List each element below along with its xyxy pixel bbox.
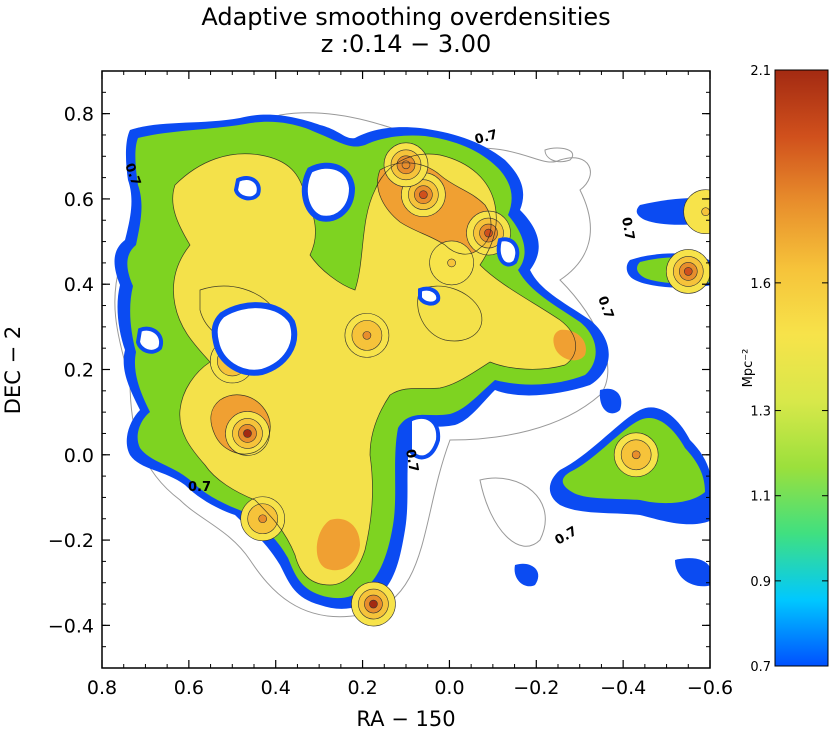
x-tick-label: 0.6 <box>174 677 204 699</box>
density-peak <box>351 581 396 627</box>
y-axis-label: DEC − 2 <box>1 326 25 414</box>
density-peak <box>344 313 390 358</box>
y-tick-label: −0.2 <box>48 530 94 552</box>
blue-contour-east-4 <box>599 388 622 414</box>
x-tick-label: 0.0 <box>434 677 464 699</box>
density-field <box>114 112 710 627</box>
y-axis-ticks: −0.4 −0.2 0.0 0.2 0.4 0.6 0.8 <box>48 70 710 669</box>
colorbar-tick-label: 2.1 <box>750 64 771 79</box>
chart-subtitle: z :0.14 − 3.00 <box>321 30 492 58</box>
density-peak <box>240 496 285 542</box>
colorbar-tick-label: 1.6 <box>750 277 771 292</box>
colorbar-ticks: 0.7 0.9 1.1 1.3 1.6 2.1 <box>750 64 828 675</box>
density-peak <box>683 189 710 235</box>
blue-contour-east-6 <box>675 558 710 587</box>
colorbar-tick-label: 1.3 <box>750 405 771 420</box>
x-tick-label: 0.8 <box>87 677 117 699</box>
x-axis-ticks: 0.8 0.6 0.4 0.2 0.0 −0.2 −0.4 −0.6 <box>87 71 733 699</box>
x-tick-label: −0.2 <box>513 677 559 699</box>
x-axis-label: RA − 150 <box>356 707 455 731</box>
void-regions <box>135 162 520 460</box>
contour-label: 0.7 <box>473 127 499 147</box>
y-tick-label: 0.8 <box>64 104 94 126</box>
colorbar-tick-label: 0.9 <box>750 575 771 590</box>
density-peak <box>429 240 474 286</box>
x-tick-label: −0.6 <box>687 677 733 699</box>
density-peak <box>225 411 270 456</box>
contour-label: 0.7 <box>121 161 143 188</box>
yellow-contour-layer <box>172 153 576 585</box>
x-tick-label: −0.4 <box>600 677 646 699</box>
colorbar-tick-label: 1.1 <box>750 490 771 505</box>
contour-label: 0.7 <box>618 216 637 241</box>
colorbar-tick-label: 0.7 <box>750 660 771 675</box>
blue-contour-east-5 <box>514 563 539 587</box>
y-tick-label: −0.4 <box>48 615 94 637</box>
contour-label: 0.7 <box>402 448 421 473</box>
x-tick-label: 0.4 <box>261 677 291 699</box>
chart-title: Adaptive smoothing overdensities <box>201 3 610 31</box>
contour-label: 0.7 <box>594 294 616 321</box>
density-peak <box>613 432 659 478</box>
y-tick-label: 0.0 <box>64 445 94 467</box>
y-tick-label: 0.2 <box>64 360 94 382</box>
x-tick-label: 0.2 <box>347 677 377 699</box>
y-tick-label: 0.6 <box>64 189 94 211</box>
contour-label: 0.7 <box>188 480 211 495</box>
colorbar-label: Mpc⁻² <box>741 349 756 388</box>
colorbar-frame <box>774 69 829 667</box>
y-tick-label: 0.4 <box>64 274 94 296</box>
colorbar <box>775 70 828 666</box>
density-peak <box>665 249 710 294</box>
